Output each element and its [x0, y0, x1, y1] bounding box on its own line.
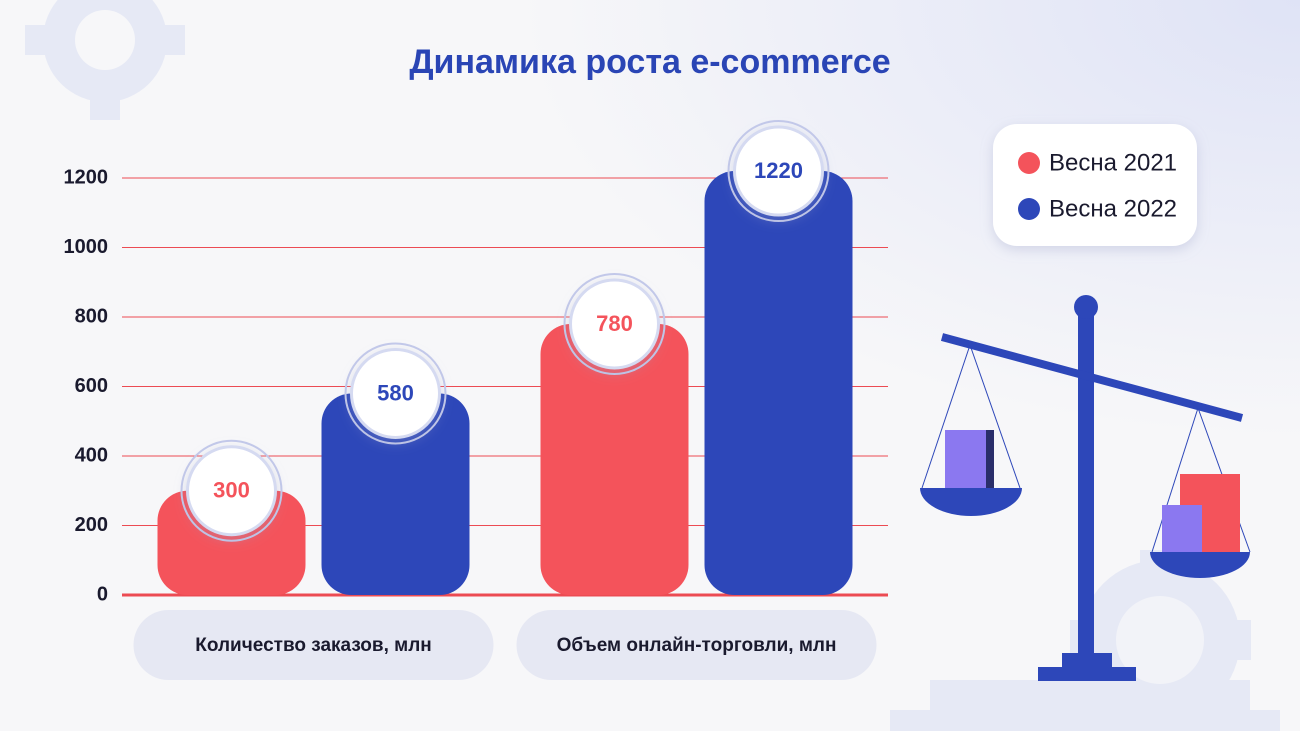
legend-label: Весна 2022 [1049, 195, 1177, 222]
value-label-bubble [733, 125, 824, 217]
value-label: 580 [377, 380, 414, 405]
y-tick-label: 0 [97, 583, 108, 605]
chart-title: Динамика роста e-commerce [409, 43, 890, 81]
category-pill [133, 610, 494, 680]
x-tick-label: Количество заказов, млн [195, 635, 432, 656]
value-label-bubble [186, 445, 277, 537]
x-tick-label: Объем онлайн-торговли, млн [557, 635, 837, 656]
legend-swatch [1018, 198, 1040, 220]
value-label-ring [727, 120, 830, 223]
y-tick-label: 1200 [64, 166, 109, 188]
gear-hole [1116, 596, 1204, 684]
y-tick-label: 1000 [64, 236, 109, 258]
legend-label: Весна 2021 [1049, 149, 1177, 176]
y-tick-label: 400 [75, 444, 108, 466]
legend-swatch [1018, 152, 1040, 174]
y-tick-label: 800 [75, 305, 108, 327]
gear-hole [75, 10, 135, 70]
value-label-bubble [350, 347, 441, 439]
bar [540, 323, 689, 595]
value-label: 1220 [754, 158, 803, 183]
plot-area: 0 200 400 600 800 1000 1200 Количество заказов,… [64, 120, 888, 680]
value-label-ring [180, 439, 283, 542]
y-tick-label: 600 [75, 375, 108, 397]
value-label-ring [563, 272, 666, 375]
legend-box [993, 124, 1197, 246]
value-label: 300 [213, 478, 250, 503]
bar [321, 393, 470, 595]
scales-illustration [920, 295, 1251, 681]
value-label: 780 [596, 311, 633, 336]
bar [704, 171, 853, 596]
value-label-ring [344, 342, 447, 445]
legend: Весна 2021 Весна 2022 [1018, 149, 1177, 222]
value-label-bubble [569, 278, 660, 370]
category-pill [516, 610, 877, 680]
y-tick-label: 200 [75, 514, 108, 536]
